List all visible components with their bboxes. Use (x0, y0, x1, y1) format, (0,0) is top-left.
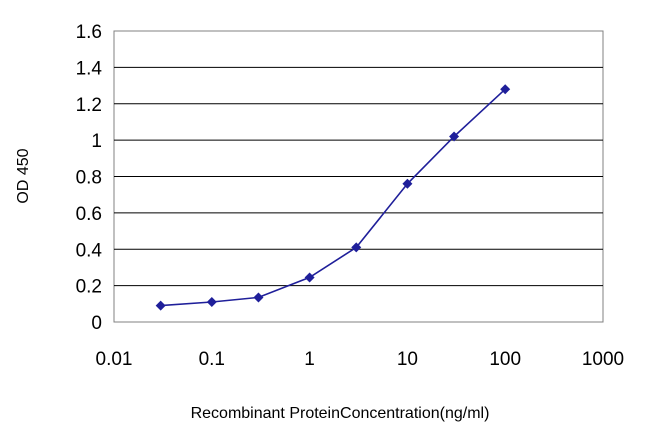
y-tick-label: 0.6 (76, 204, 102, 225)
x-tick-label: 0.1 (199, 349, 225, 370)
data-point-marker (402, 178, 413, 189)
x-tick-label: 10 (397, 349, 418, 370)
x-axis-title: Recombinant ProteinConcentration(ng/ml) (191, 405, 490, 422)
data-point-marker (351, 242, 362, 253)
x-tick-label: 0.01 (96, 349, 133, 370)
x-tick-label: 1 (304, 349, 315, 370)
y-tick-label: 1.6 (76, 22, 102, 43)
x-tick-label: 1000 (582, 349, 624, 370)
y-axis-title: OD 450 (15, 148, 32, 203)
y-tick-label: 1.2 (76, 95, 102, 116)
series-line (160, 88, 506, 307)
y-tick-label: 1 (91, 131, 102, 152)
y-tick-label: 0.2 (76, 277, 102, 298)
data-point-marker (155, 300, 166, 311)
series-group (155, 84, 511, 311)
x-tick-label: 100 (489, 349, 521, 370)
data-point-marker (500, 84, 511, 95)
gridlines (114, 66, 603, 287)
data-point-marker (449, 131, 460, 142)
data-point-marker (253, 292, 264, 303)
y-tick-label: 1.4 (76, 58, 103, 79)
y-tick-labels: 0 0.2 0.4 0.6 0.8 1 1.2 1.4 1.6 (76, 22, 103, 334)
data-point-marker (206, 296, 217, 307)
y-tick-label: 0.4 (76, 240, 103, 261)
y-tick-label: 0 (91, 313, 102, 334)
y-tick-label: 0.8 (76, 168, 102, 189)
data-point-marker (304, 272, 315, 283)
x-tick-labels: 0.01 0.1 1 10 100 1000 (96, 349, 625, 370)
